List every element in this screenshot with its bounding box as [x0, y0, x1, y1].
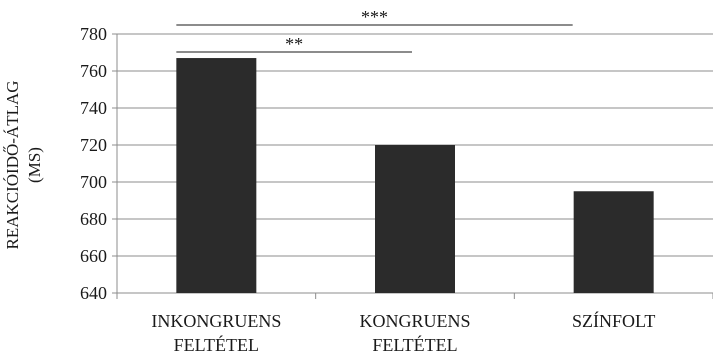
- x-category-label: FELTÉTEL: [372, 334, 457, 355]
- bar: [573, 191, 654, 293]
- y-tick-label: 660: [80, 246, 107, 266]
- significance-label: **: [285, 34, 303, 54]
- significance-brackets: *****: [176, 7, 573, 54]
- y-tick-label: 680: [80, 209, 107, 229]
- y-tick-label: 700: [80, 172, 107, 192]
- y-tick-label: 640: [80, 283, 107, 303]
- y-axis-title-line-1: REAKCIÓIDŐ-ÁTLAG: [3, 80, 22, 249]
- y-tick-label: 760: [80, 61, 107, 81]
- x-category-label: SZÍNFOLT: [572, 310, 655, 331]
- x-category-label: FELTÉTEL: [174, 334, 259, 355]
- y-tick-label: 780: [80, 24, 107, 44]
- bar: [176, 58, 257, 293]
- y-axis-title-line-2: (MS): [25, 147, 44, 183]
- y-tick-label: 740: [80, 98, 107, 118]
- significance-label: ***: [361, 7, 388, 27]
- y-tick-labels: 640 660 680 700 720 740 760 780: [80, 24, 107, 303]
- bars: [176, 58, 654, 293]
- x-category-label: INKONGRUENS: [151, 311, 281, 331]
- category-labels: INKONGRUENS FELTÉTEL KONGRUENS FELTÉTEL SZÍN…: [151, 310, 655, 355]
- y-axis-title: REAKCIÓIDŐ-ÁTLAG (MS): [3, 80, 44, 249]
- bar: [375, 145, 455, 293]
- x-category-label: KONGRUENS: [359, 311, 470, 331]
- y-tick-label: 720: [80, 135, 107, 155]
